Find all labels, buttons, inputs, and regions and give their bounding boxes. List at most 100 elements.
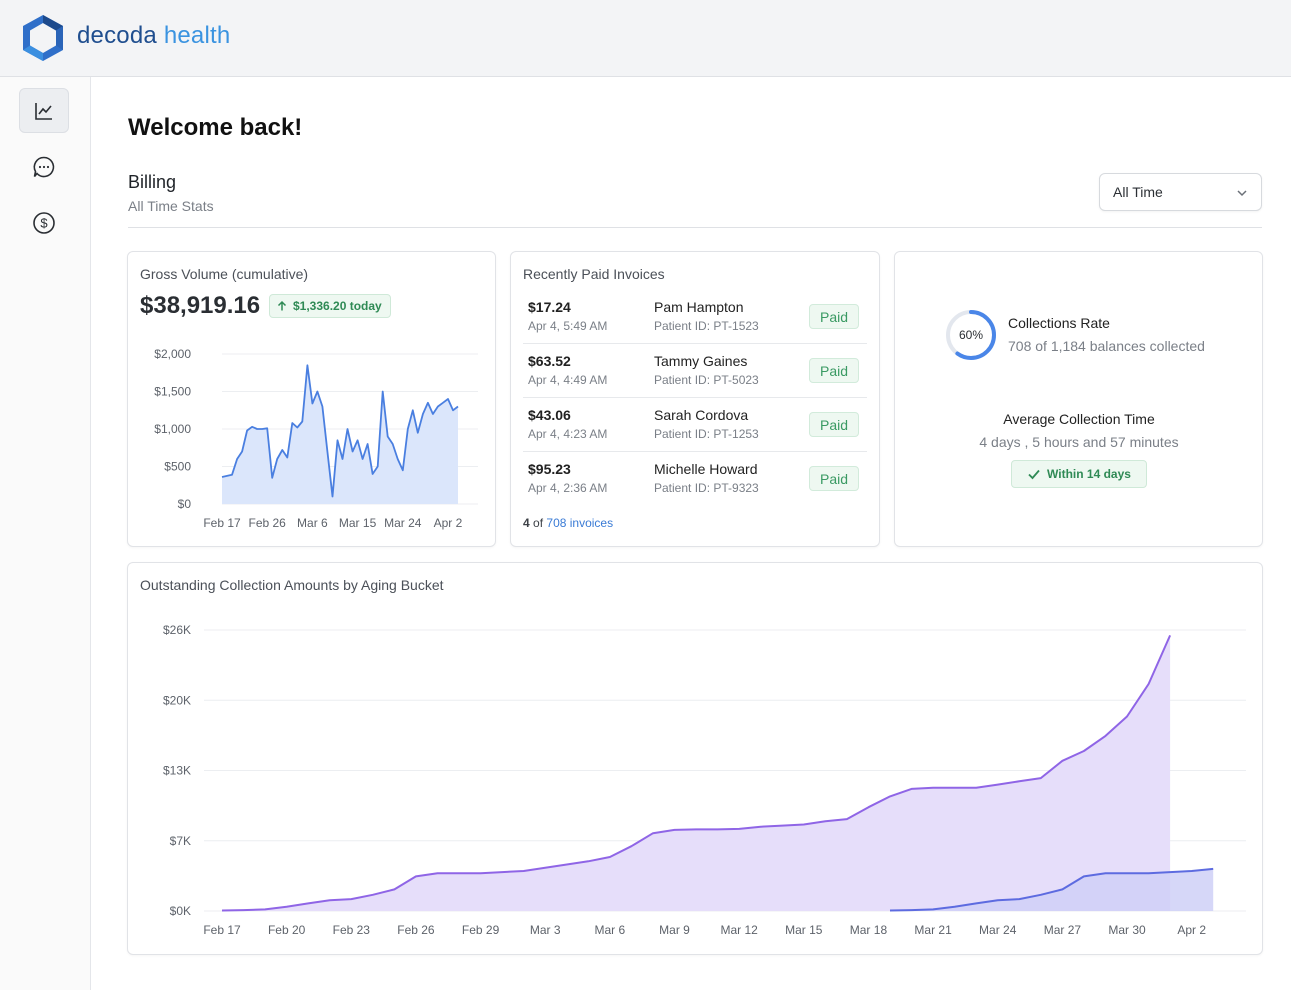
section-subtitle: All Time Stats (128, 198, 214, 214)
y-tick-label: $2,000 (154, 347, 191, 361)
gross-volume-value: $38,919.16 (140, 292, 261, 319)
x-tick-label: Apr 2 (1177, 923, 1206, 937)
x-tick-label: Mar 21 (914, 923, 952, 937)
x-tick-label: Mar 24 (979, 923, 1017, 937)
x-tick-label: Mar 18 (850, 923, 888, 937)
aging-chart-title: Outstanding Collection Amounts by Aging … (140, 577, 444, 593)
all-invoices-link[interactable]: 708 invoices (546, 516, 614, 530)
brand-word-2: health (163, 22, 231, 49)
x-tick-label: Mar 27 (1044, 923, 1082, 937)
divider (128, 227, 1262, 228)
invoice-amount: $43.06 (528, 407, 571, 423)
aging-series-line (221, 634, 1172, 912)
y-tick-label: $20K (163, 693, 191, 707)
y-tick-label: $7K (170, 834, 191, 848)
x-tick-label: Feb 26 (249, 516, 287, 530)
x-tick-label: Mar 15 (339, 516, 377, 530)
gross-volume-area (222, 365, 458, 504)
invoices-of: of (533, 516, 544, 530)
brand-name[interactable]: decoda health (77, 22, 230, 50)
y-tick-label: $0K (170, 904, 191, 918)
page-title: Welcome back! (128, 114, 303, 141)
x-tick-label: Mar 15 (785, 923, 823, 937)
recent-invoices-title: Recently Paid Invoices (523, 266, 665, 282)
time-range-select[interactable]: All Time (1099, 173, 1262, 211)
x-tick-label: Feb 17 (203, 516, 241, 530)
y-tick-label: $26K (163, 623, 191, 637)
patient-name: Sarah Cordova (654, 407, 749, 423)
top-bar: decoda health (0, 0, 1291, 77)
x-tick-label: Apr 2 (434, 516, 463, 530)
patient-id: Patient ID: PT-5023 (654, 373, 759, 387)
invoice-row[interactable]: $17.24 Apr 4, 5:49 AM Pam Hampton Patient I… (523, 290, 867, 344)
collections-card: 60% Collections Rate 708 of 1,184 balanc… (894, 251, 1263, 547)
paid-badge: Paid (809, 412, 859, 437)
section-title: Billing (128, 172, 177, 192)
sidebar: $ (0, 77, 91, 990)
today-badge: $1,336.20 today (269, 294, 391, 318)
x-tick-label: Mar 12 (720, 923, 758, 937)
check-icon (1028, 469, 1040, 480)
invoice-date: Apr 4, 2:36 AM (528, 481, 608, 495)
avg-collection-title: Average Collection Time (1003, 411, 1155, 427)
main-content: Welcome back! Billing All Time Stats All… (91, 77, 1291, 990)
hexagon-logo-icon (23, 15, 63, 61)
invoice-date: Apr 4, 5:49 AM (528, 319, 608, 333)
invoice-row[interactable]: $43.06 Apr 4, 4:23 AM Sarah Cordova Patient… (523, 398, 867, 452)
time-range-value: All Time (1113, 184, 1163, 200)
invoice-amount: $63.52 (528, 353, 571, 369)
chat-bubble-icon (33, 156, 55, 177)
invoice-amount: $95.23 (528, 461, 571, 477)
sidebar-item-billing[interactable]: $ (19, 200, 69, 245)
aging-series-line (889, 867, 1214, 912)
patient-id: Patient ID: PT-9323 (654, 481, 759, 495)
paid-badge: Paid (809, 466, 859, 491)
paid-badge: Paid (809, 304, 859, 329)
collections-rate-arc (946, 310, 996, 360)
x-tick-label: Feb 20 (268, 923, 306, 937)
y-tick-label: $13K (163, 764, 191, 778)
within-badge: Within 14 days (1011, 460, 1147, 488)
sidebar-item-dashboard[interactable] (19, 88, 69, 133)
gross-volume-title: Gross Volume (cumulative) (140, 266, 309, 282)
x-tick-label: Mar 6 (297, 516, 328, 530)
patient-name: Tammy Gaines (654, 353, 748, 369)
invoice-amount: $17.24 (528, 299, 571, 315)
x-tick-label: Mar 6 (595, 923, 626, 937)
y-tick-label: $1,500 (154, 385, 191, 399)
aging-chart: $0K $7K $13K $20K $26K Feb 17 Feb 20 Feb 23 Feb … (163, 623, 1246, 937)
brand-word-1: decoda (77, 22, 157, 49)
within-badge-label: Within 14 days (1047, 467, 1131, 481)
collections-rate-ring: 60% (946, 310, 996, 360)
patient-name: Pam Hampton (654, 299, 744, 315)
collections-rate-subtitle: 708 of 1,184 balances collected (1008, 338, 1205, 354)
patient-id: Patient ID: PT-1523 (654, 319, 759, 333)
invoice-row[interactable]: $95.23 Apr 4, 2:36 AM Michelle Howard Patie… (523, 452, 867, 506)
invoice-row[interactable]: $63.52 Apr 4, 4:49 AM Tammy Gaines Patient … (523, 344, 867, 398)
collections-rate-label: 60% (959, 328, 983, 342)
x-tick-label: Mar 30 (1108, 923, 1146, 937)
invoices-footer: 4 of 708 invoices (523, 516, 613, 530)
line-chart-icon (35, 102, 52, 120)
x-tick-label: Mar 24 (384, 516, 422, 530)
y-tick-label: $0 (178, 497, 192, 511)
sidebar-item-messages[interactable] (19, 144, 69, 189)
invoice-date: Apr 4, 4:23 AM (528, 427, 608, 441)
chevron-down-icon (1237, 190, 1247, 197)
gross-volume-line (221, 364, 459, 498)
invoices-shown-count: 4 (523, 516, 530, 530)
invoice-date: Apr 4, 4:49 AM (528, 373, 608, 387)
gross-volume-card: Gross Volume (cumulative) $38,919.16 $1,… (127, 251, 496, 547)
paid-badge: Paid (809, 358, 859, 383)
aging-series-area (222, 635, 1171, 911)
aging-series-area (890, 868, 1214, 911)
y-tick-label: $500 (164, 460, 191, 474)
dollar-circle-icon: $ (33, 211, 55, 234)
today-badge-label: $1,336.20 today (293, 299, 382, 313)
avg-collection-value: 4 days , 5 hours and 57 minutes (979, 434, 1179, 450)
x-tick-label: Mar 3 (530, 923, 561, 937)
aging-chart-card: Outstanding Collection Amounts by Aging … (127, 562, 1263, 955)
x-tick-label: Feb 17 (203, 923, 241, 937)
y-tick-label: $1,000 (154, 422, 191, 436)
x-tick-label: Feb 26 (397, 923, 435, 937)
